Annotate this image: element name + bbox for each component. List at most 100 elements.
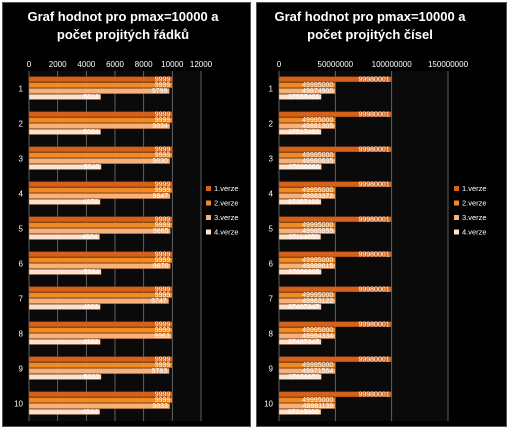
bar-4-verze (28, 164, 102, 170)
bar-1-verze (278, 286, 392, 293)
bar-3-verze (28, 263, 171, 269)
data-label: 37696680 (288, 164, 319, 171)
bar-3-verze (28, 158, 171, 164)
y-tick-label: 1 (269, 85, 274, 94)
y-tick-label: 8 (19, 330, 24, 339)
data-label: 37215960 (288, 409, 319, 416)
data-label: 4944 (82, 409, 98, 416)
data-label: 9999 (155, 397, 171, 404)
data-label: 9999 (155, 181, 171, 188)
data-label: 99980001 (358, 391, 389, 398)
data-label: 49995000 (302, 82, 333, 89)
legend-swatch (454, 229, 459, 235)
chart-numbers: Graf hodnot pro pmax=10000 a počet projit… (264, 9, 487, 421)
data-label: 49995000 (302, 257, 333, 264)
bar-1-verze (278, 216, 392, 223)
bar-2-verze (28, 222, 173, 228)
data-label: 49995000 (302, 117, 333, 124)
bar-4-verze (278, 304, 322, 310)
legend-label: 3.verze (462, 213, 487, 222)
bar-4-verze (278, 409, 322, 415)
bar-4-verze (28, 199, 101, 205)
data-label: 49983372 (302, 193, 333, 200)
data-label: 9999 (155, 216, 171, 223)
legend-label: 4.verze (462, 228, 487, 237)
y-tick-label: 3 (269, 155, 274, 164)
data-label: 49994334 (302, 333, 333, 340)
y-tick-label: 6 (269, 260, 274, 269)
data-label: 99980001 (358, 146, 389, 153)
bar-4-verze (278, 164, 322, 170)
data-label: 37517490 (288, 129, 319, 136)
bar-1-verze (28, 216, 173, 223)
data-label: 9834 (152, 123, 168, 130)
data-label: 9870 (153, 263, 169, 270)
data-label: 9799 (152, 88, 168, 95)
data-label: 37656972 (288, 374, 319, 381)
y-tick-label: 5 (19, 225, 24, 234)
legend-label: 3.verze (214, 213, 239, 222)
bar-1-verze (278, 76, 392, 83)
data-label: 9999 (155, 111, 171, 118)
legend-swatch (206, 215, 211, 220)
data-label: 37357122 (288, 199, 319, 206)
y-tick-label: 3 (19, 155, 24, 164)
data-label: 49995000 (302, 152, 333, 159)
y-tick-label: 4 (19, 190, 24, 199)
bar-3-verze (28, 368, 170, 374)
bar-2-verze (28, 362, 173, 368)
x-tick-label: 8000 (135, 60, 153, 69)
bar-1-verze (278, 251, 392, 258)
bar-3-verze (278, 333, 336, 339)
bar-4-verze (28, 374, 102, 380)
bar-2-verze (278, 152, 336, 158)
data-label: 49971564 (302, 368, 333, 375)
chart-rows: Graf hodnot pro pmax=10000 a počet projit… (14, 9, 239, 421)
bar-1-verze (278, 391, 392, 398)
bar-1-verze (28, 146, 173, 153)
bar-2-verze (28, 397, 173, 403)
y-tick-label: 9 (19, 365, 24, 374)
legend-swatch (206, 229, 211, 235)
bar-4-verze (28, 234, 100, 240)
data-label: 99980001 (358, 321, 389, 328)
bar-2-verze (28, 82, 173, 88)
y-tick-label: 9 (269, 365, 274, 374)
x-tick-label: 12000 (190, 60, 213, 69)
x-tick-label: 6000 (106, 60, 124, 69)
bar-3-verze (28, 298, 169, 304)
legend-label: 2.verze (462, 199, 487, 208)
bar-4-verze (278, 94, 322, 100)
data-label: 9999 (155, 292, 171, 299)
bar-4-verze (278, 374, 322, 380)
bar-3-verze (278, 88, 336, 94)
data-label: 49995000 (302, 327, 333, 334)
data-label: 49981305 (302, 123, 333, 130)
chart-title-line: počet projitých řádků (57, 27, 189, 42)
legend-swatch (206, 200, 211, 206)
data-label: 9999 (155, 187, 171, 194)
bar-2-verze (278, 397, 336, 403)
data-label: 9999 (155, 257, 171, 264)
data-label: 9999 (155, 82, 171, 89)
bar-4-verze (28, 269, 102, 275)
bar-4-verze (278, 234, 321, 240)
bar-4-verze (278, 269, 322, 275)
bar-2-verze (278, 187, 336, 193)
bar-2-verze (28, 187, 173, 193)
bar-3-verze (278, 263, 336, 269)
data-label: 5004 (83, 129, 99, 136)
y-tick-label: 8 (269, 330, 274, 339)
data-label: 99980001 (358, 216, 389, 223)
x-tick-label: 0 (27, 60, 32, 69)
data-label: 37557422 (288, 94, 319, 101)
data-label: 9963 (154, 333, 170, 340)
data-label: 9999 (155, 286, 171, 293)
bar-4-verze (28, 94, 101, 100)
bar-4-verze (28, 304, 101, 310)
data-label: 9999 (155, 222, 171, 229)
x-tick-label: 2000 (49, 60, 67, 69)
data-label: 5012 (83, 94, 99, 101)
bar-2-verze (28, 257, 173, 263)
data-label: 49963122 (302, 298, 333, 305)
